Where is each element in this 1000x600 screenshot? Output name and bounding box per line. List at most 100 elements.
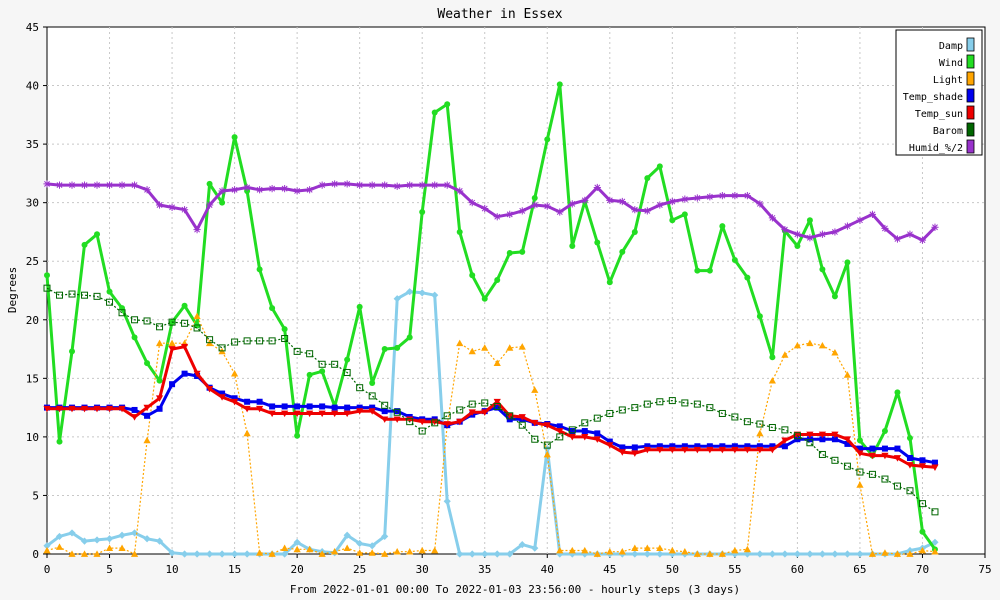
- data-point: [68, 550, 76, 557]
- data-point: [369, 404, 376, 411]
- data-point: [856, 437, 863, 444]
- data-point: [331, 360, 339, 368]
- data-point: [231, 395, 238, 402]
- data-point: [256, 337, 264, 345]
- data-point: [543, 441, 551, 449]
- data-point: [619, 444, 626, 451]
- data-point: [130, 414, 139, 421]
- legend-swatch: [966, 88, 975, 103]
- data-point: [643, 544, 651, 552]
- data-point: [231, 398, 239, 406]
- data-point: [281, 326, 288, 333]
- data-point: [806, 234, 814, 242]
- data-point: [444, 101, 451, 108]
- data-point: [406, 418, 414, 426]
- data-point: [219, 199, 226, 206]
- data-point: [68, 529, 76, 537]
- data-point: [268, 410, 276, 418]
- data-point: [606, 409, 614, 417]
- data-point: [456, 339, 464, 347]
- data-point: [181, 319, 189, 327]
- data-point: [681, 195, 689, 203]
- legend-swatch: [966, 37, 975, 52]
- data-point: [518, 414, 526, 421]
- data-point: [819, 266, 826, 273]
- data-point: [431, 546, 439, 554]
- data-point: [381, 550, 389, 557]
- data-point: [581, 419, 589, 427]
- data-point: [931, 459, 938, 466]
- series-damp: [43, 288, 939, 558]
- data-point: [118, 309, 126, 317]
- data-point: [893, 550, 902, 557]
- data-point: [306, 350, 314, 358]
- data-point: [456, 418, 464, 426]
- data-point: [456, 550, 464, 558]
- data-point: [306, 410, 314, 418]
- data-point: [294, 403, 301, 410]
- data-point: [931, 508, 939, 516]
- data-point: [569, 428, 576, 435]
- x-tick-label: 45: [603, 563, 616, 576]
- data-point: [656, 550, 664, 558]
- data-point: [393, 548, 401, 555]
- data-point: [193, 226, 201, 234]
- data-point: [156, 377, 163, 384]
- data-point: [393, 295, 401, 303]
- data-point: [643, 400, 651, 408]
- legend-label: Damp: [939, 41, 963, 52]
- y-tick-label: 5: [32, 489, 39, 502]
- data-point: [606, 279, 613, 286]
- data-point: [144, 412, 151, 419]
- data-point: [118, 181, 126, 189]
- data-point: [656, 163, 663, 170]
- data-point: [68, 290, 76, 298]
- y-tick-label: 30: [26, 197, 39, 210]
- data-point: [493, 359, 501, 366]
- data-point: [318, 181, 326, 189]
- data-point: [231, 338, 239, 346]
- data-point: [118, 531, 126, 539]
- data-point: [131, 334, 138, 341]
- data-point: [143, 436, 151, 444]
- series-line: [46, 315, 936, 555]
- data-point: [869, 445, 876, 452]
- data-point: [80, 550, 89, 557]
- data-point: [406, 548, 414, 555]
- x-tick-label: 65: [853, 563, 866, 576]
- data-point: [494, 404, 501, 411]
- data-point: [143, 535, 151, 543]
- data-point: [868, 452, 877, 460]
- data-point: [394, 408, 401, 415]
- data-point: [831, 228, 839, 236]
- data-point: [431, 418, 439, 426]
- data-point: [556, 428, 564, 435]
- data-point: [756, 550, 764, 558]
- data-point: [893, 482, 901, 490]
- data-point: [368, 408, 376, 415]
- data-point: [681, 446, 689, 454]
- data-point: [481, 550, 489, 558]
- data-point: [543, 422, 551, 429]
- data-point: [669, 443, 676, 450]
- data-point: [668, 197, 676, 206]
- data-point: [168, 339, 176, 347]
- x-tick-label: 40: [541, 563, 554, 576]
- data-point: [168, 346, 176, 353]
- data-point: [481, 399, 489, 407]
- data-point: [118, 405, 126, 413]
- data-point: [631, 444, 638, 451]
- data-point: [144, 360, 151, 367]
- data-point: [168, 549, 176, 557]
- data-point: [256, 398, 263, 405]
- x-tick-label: 30: [416, 563, 429, 576]
- data-point: [906, 230, 914, 238]
- data-point: [918, 500, 926, 508]
- data-point: [531, 435, 539, 443]
- series-group: [43, 81, 939, 558]
- data-point: [681, 443, 688, 450]
- data-point: [193, 550, 201, 558]
- data-point: [693, 446, 701, 454]
- x-tick-label: 5: [106, 563, 113, 576]
- series-line: [46, 182, 937, 242]
